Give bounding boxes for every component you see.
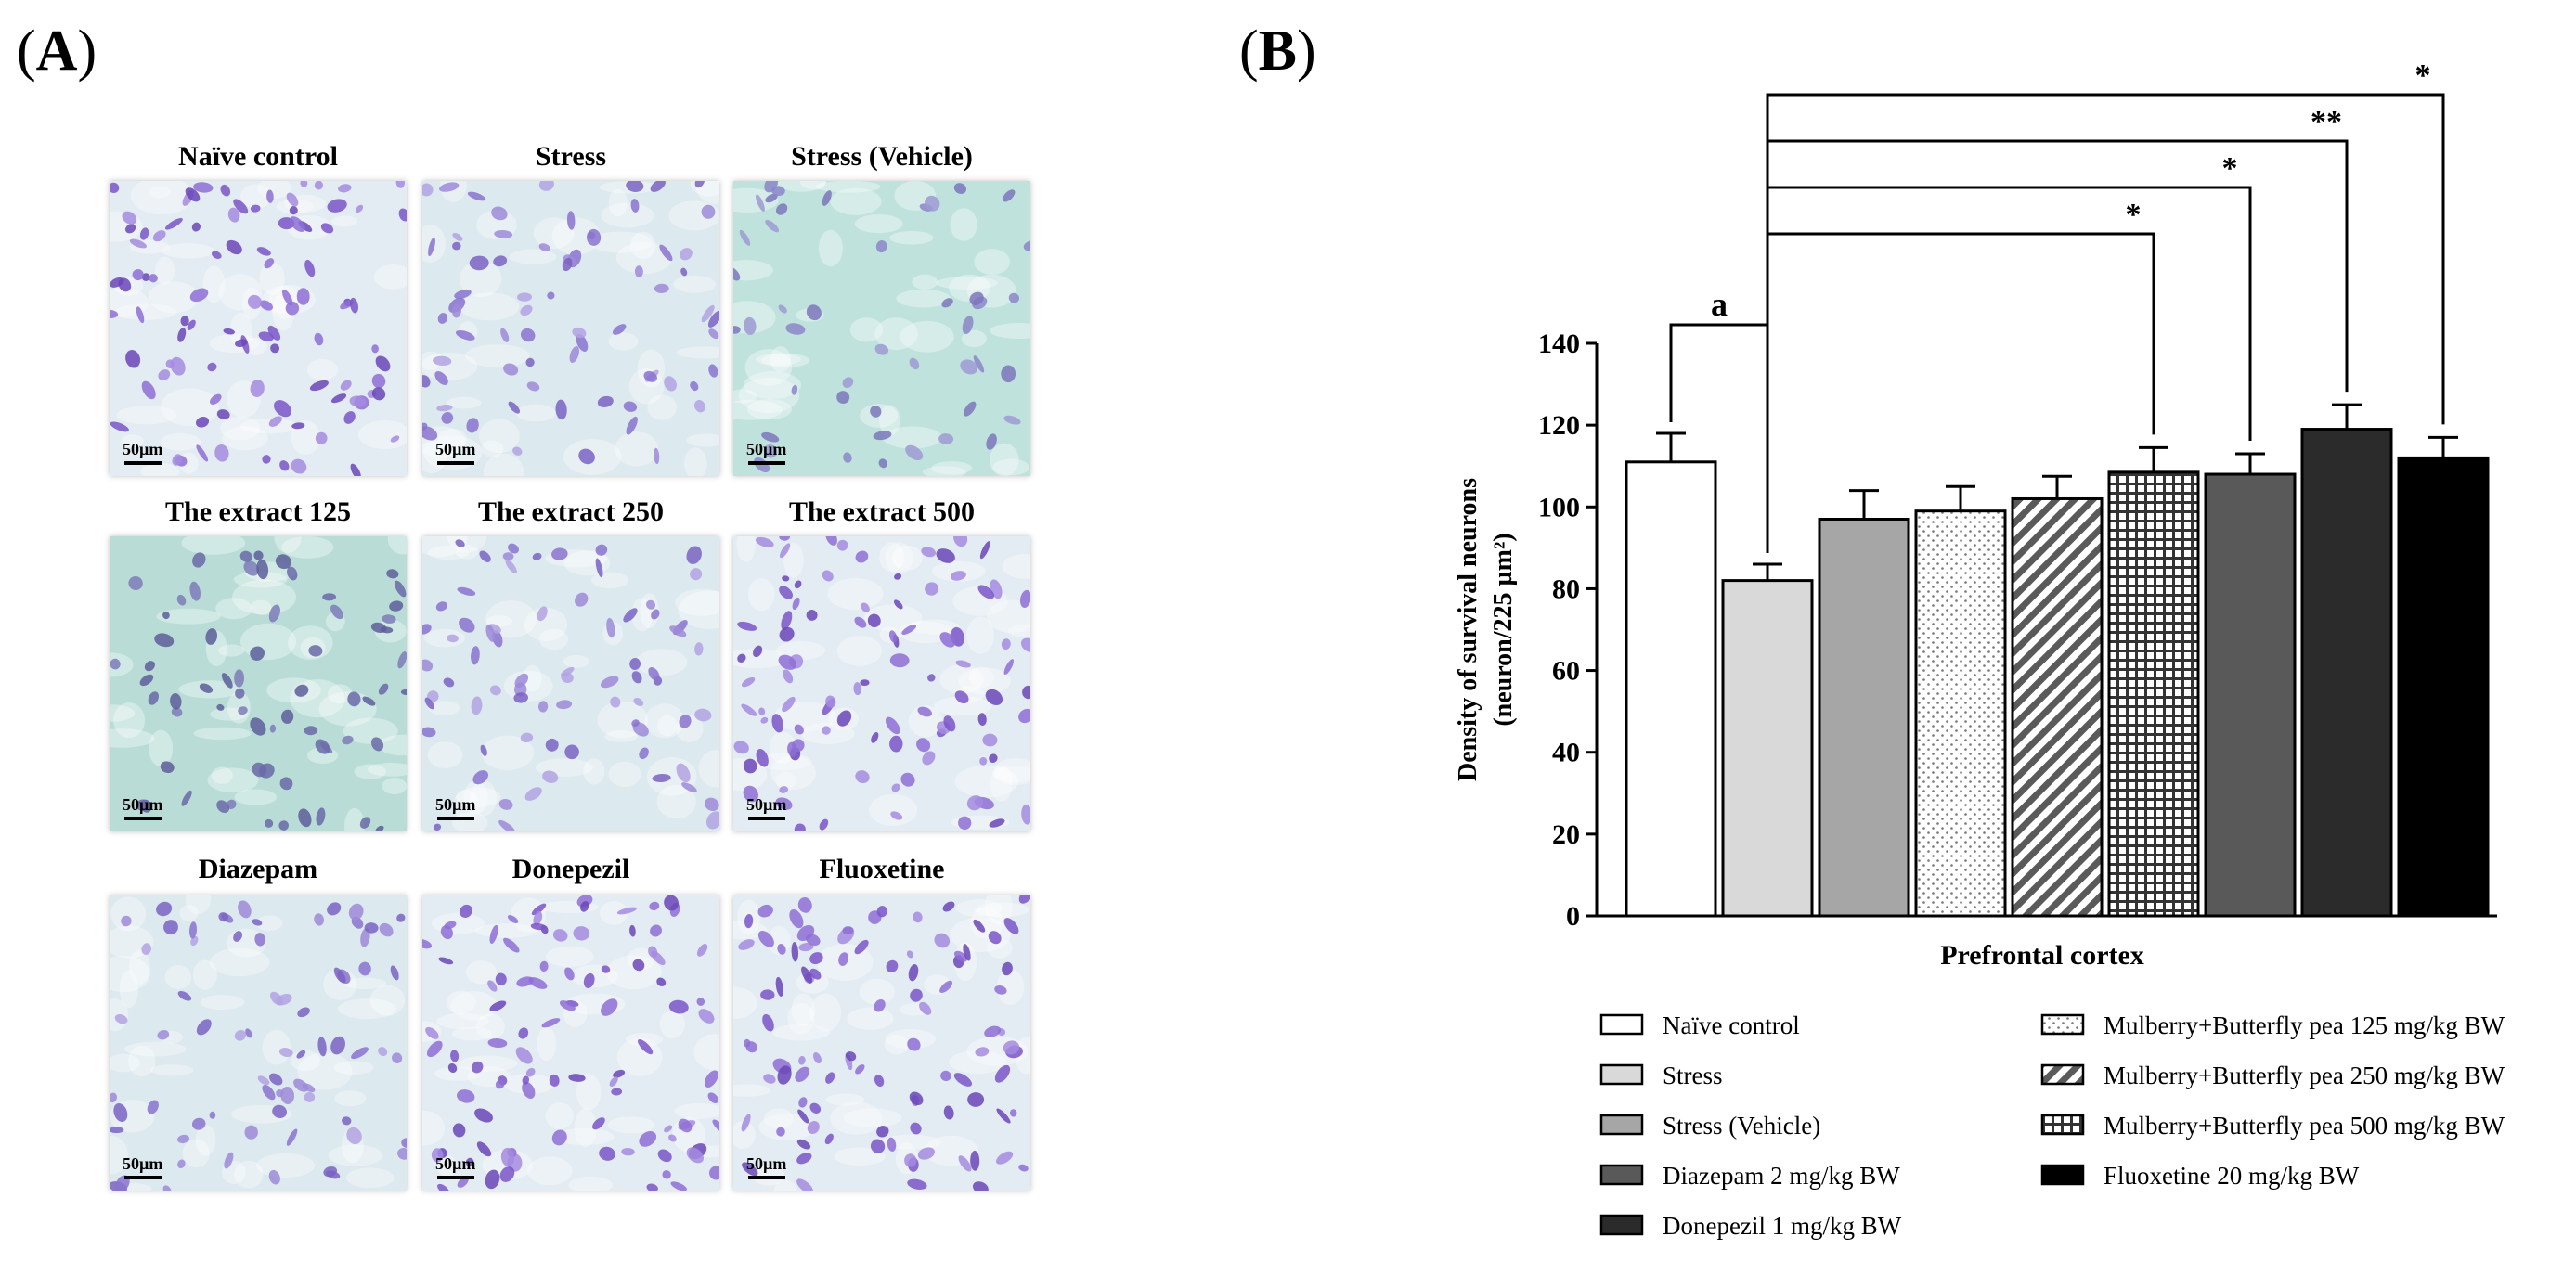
micrograph-title: Stress <box>535 141 607 172</box>
y-axis-label: Density of survival neurons <box>1454 478 1482 781</box>
y-tick-label: 100 <box>1538 492 1580 522</box>
legend-label: Mulberry+Butterfly pea 250 mg/kg BW <box>2104 1062 2505 1089</box>
panel-a-label: (A) <box>17 19 97 83</box>
significance-label: * <box>2222 151 2238 186</box>
y-tick-label: 80 <box>1552 573 1580 604</box>
scale-bar <box>124 817 162 820</box>
significance-brackets: a***** <box>1669 58 2445 553</box>
micrograph-image: 50µm <box>422 536 719 831</box>
bar <box>2011 496 2104 918</box>
scale-bar-label: 50µm <box>123 1154 163 1173</box>
legend-swatch <box>1599 1114 1644 1136</box>
micrograph-image: 50µm <box>422 895 719 1191</box>
bar <box>1818 518 1910 918</box>
bar <box>2107 470 2200 918</box>
micrograph-image: 50µm <box>422 181 719 476</box>
x-axis-label: Prefrontal cortex <box>1940 940 2144 971</box>
scale-bar-label: 50µm <box>123 795 163 814</box>
scale-bar <box>748 817 785 820</box>
legend-swatch <box>2040 1013 2085 1036</box>
micrograph-image: 50µm <box>733 536 1030 831</box>
panel-b-label: (B) <box>1239 19 1316 83</box>
legend-swatch <box>1599 1063 1644 1086</box>
bar <box>1721 579 1814 918</box>
bar <box>2204 472 2297 918</box>
significance-label: ** <box>2311 105 2342 139</box>
legend-label: Stress <box>1663 1062 1723 1089</box>
scale-bar <box>437 461 474 465</box>
scale-bar <box>124 1176 162 1179</box>
micrograph-title: The extract 250 <box>478 496 664 527</box>
micrograph-title: The extract 500 <box>789 496 975 527</box>
micrograph-title: Fluoxetine <box>819 854 945 884</box>
significance-label: a <box>1711 286 1728 323</box>
bar <box>1625 460 1717 918</box>
scale-bar <box>437 817 474 820</box>
y-tick-label: 40 <box>1552 738 1580 768</box>
scale-bar-label: 50µm <box>746 795 787 814</box>
micrograph-title: Stress (Vehicle) <box>791 141 973 172</box>
significance-label: * <box>2415 58 2431 93</box>
micrograph-image: 50µm <box>733 895 1030 1191</box>
scale-bar-label: 50µm <box>435 795 476 814</box>
y-tick-label: 20 <box>1552 819 1580 850</box>
significance-label: * <box>2126 198 2142 232</box>
micrograph-title: Donepezil <box>511 854 630 884</box>
bar <box>2300 428 2393 918</box>
scale-bar-label: 50µm <box>123 440 163 458</box>
legend-swatch <box>2040 1164 2085 1186</box>
y-tick-label: 0 <box>1566 901 1580 932</box>
legend-label: Naïve control <box>1663 1011 1800 1039</box>
legend-label: Donepezil 1 mg/kg BW <box>1663 1212 1902 1240</box>
legend-label: Stress (Vehicle) <box>1663 1112 1820 1140</box>
scale-bar <box>124 461 162 465</box>
micrograph-title: The extract 125 <box>165 496 351 527</box>
legend-label: Diazepam 2 mg/kg BW <box>1663 1162 1900 1190</box>
y-tick-label: 120 <box>1538 410 1580 441</box>
micrograph-image: 50µm <box>110 181 407 476</box>
chart-legend: Naïve control Stress Stress (Vehicle) Diaze… <box>1599 1011 2505 1240</box>
scale-bar-label: 50µm <box>435 1154 476 1173</box>
legend-swatch <box>1599 1164 1644 1186</box>
y-tick-label: 140 <box>1538 328 1580 359</box>
micrograph-title: Diazepam <box>198 854 318 884</box>
bar <box>1914 509 2007 918</box>
y-axis-label-unit: (neuron/225 µm²) <box>1489 533 1518 726</box>
scale-bar <box>437 1176 474 1179</box>
chart-bars <box>1625 403 2490 918</box>
scale-bar-label: 50µm <box>746 440 787 458</box>
scale-bar-label: 50µm <box>435 440 476 458</box>
legend-label: Mulberry+Butterfly pea 125 mg/kg BW <box>2104 1011 2505 1039</box>
legend-swatch <box>2040 1114 2085 1136</box>
legend-swatch <box>2040 1063 2085 1086</box>
scale-bar <box>748 461 785 465</box>
legend-label: Mulberry+Butterfly pea 500 mg/kg BW <box>2104 1112 2505 1140</box>
legend-swatch <box>1599 1013 1644 1036</box>
legend-label: Fluoxetine 20 mg/kg BW <box>2104 1162 2360 1190</box>
micrograph-image: 50µm <box>110 536 407 831</box>
significance-bracket <box>1766 93 2445 553</box>
legend-swatch <box>1599 1214 1644 1236</box>
micrograph-image: 50µm <box>733 181 1030 476</box>
micrograph-image: 50µm <box>110 895 407 1191</box>
y-tick-label: 60 <box>1552 656 1580 687</box>
scale-bar-label: 50µm <box>746 1154 787 1173</box>
scale-bar <box>748 1176 785 1179</box>
bar <box>2397 456 2490 918</box>
micrograph-title: Naïve control <box>178 141 338 172</box>
